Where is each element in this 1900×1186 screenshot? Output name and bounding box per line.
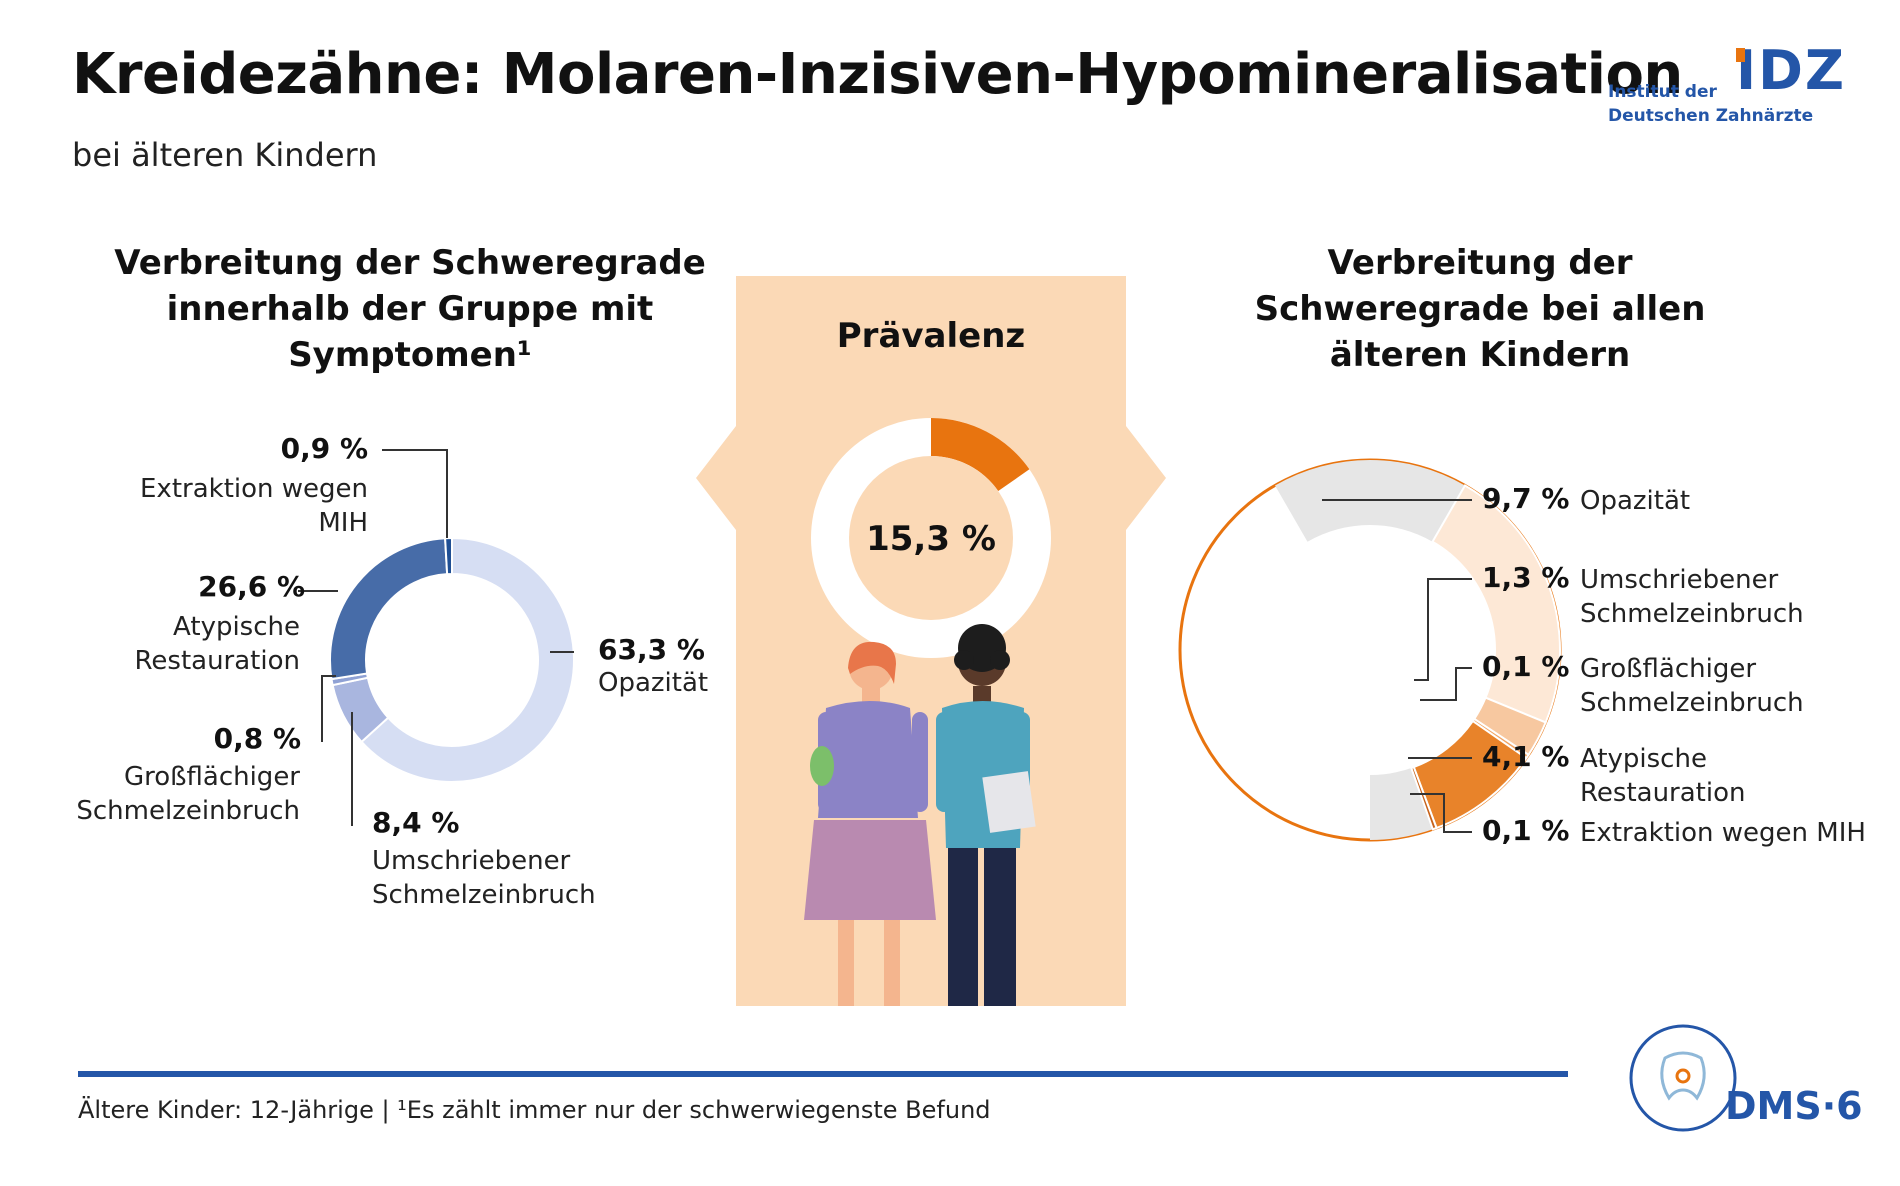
prevalence-title: Prävalenz xyxy=(836,316,1026,356)
left-chart-title: Verbreitung der Schweregrade innerhalb d… xyxy=(114,243,706,375)
page-title: Kreidezähne: Molaren-Inzisiven-Hypominer… xyxy=(72,42,1683,107)
badge-label: DMS·6 xyxy=(1725,1084,1863,1128)
prevalence-panel: Prävalenz 15,3 % xyxy=(696,276,1166,1006)
slice-label: 8,4 % xyxy=(372,806,460,839)
right-chart-title: Verbreitung der Schweregrade bei allen ä… xyxy=(1254,243,1706,375)
slice-description: Atypische Restauration xyxy=(134,612,300,676)
slice-label: 26,6 % xyxy=(198,570,305,603)
donut-slice xyxy=(1410,765,1438,831)
donut-slice xyxy=(331,676,390,744)
logo-mark: IDZ xyxy=(1736,39,1847,102)
page-subtitle: bei älteren Kindern xyxy=(72,136,378,174)
slice-description: Großflächiger Schmelzeinbruch xyxy=(1580,654,1804,718)
slice-label: 63,3 % Opazität xyxy=(598,633,709,698)
slice-label: 1,3 % xyxy=(1482,561,1570,594)
person-illustration-girl xyxy=(804,641,936,1006)
footnote: Ältere Kinder: 12-Jährige | ¹Es zählt im… xyxy=(78,1096,991,1124)
slice-description: Atypische Restauration xyxy=(1580,744,1746,808)
footer-divider xyxy=(78,1071,1568,1077)
person-illustration-boy xyxy=(936,624,1036,1006)
slice-description: Extraktion wegen MIH xyxy=(1580,818,1866,848)
donut-slice xyxy=(360,536,575,783)
slice-label: 0,1 % xyxy=(1482,814,1570,847)
logo-accent-bar xyxy=(1736,48,1745,62)
donut-slice xyxy=(329,537,449,681)
slice-description: Umschriebener Schmelzeinbruch xyxy=(1580,565,1804,629)
slice-label: 0,1 % xyxy=(1482,650,1570,683)
slice-label: 4,1 % xyxy=(1482,740,1570,773)
ring-rest xyxy=(1370,767,1435,840)
logo-text: Institut der Deutschen Zahnärzte xyxy=(1608,82,1814,126)
donut-slice xyxy=(444,536,453,576)
slice-label: 0,9 % xyxy=(280,432,368,465)
donut-slice xyxy=(1431,484,1561,724)
ring-rest xyxy=(1275,460,1465,542)
donut-slice xyxy=(1412,719,1528,830)
donut-slice xyxy=(330,672,370,687)
slice-label: 0,8 % xyxy=(213,722,301,755)
prevalence-value: 15,3 % xyxy=(866,519,996,559)
slice-description: Extraktion wegen MIH xyxy=(140,474,368,538)
slice-description: Opazität xyxy=(1580,486,1691,516)
slice-label: 9,7 % xyxy=(1482,482,1570,515)
prevalence-graphic xyxy=(696,276,1166,1006)
idz-logo: Institut der Deutschen Zahnärzte IDZ xyxy=(1608,44,1848,134)
prevalence-center xyxy=(849,456,1013,620)
slice-description: Umschriebener Schmelzeinbruch xyxy=(372,846,596,910)
slice-description: Großflächiger Schmelzeinbruch xyxy=(76,762,300,826)
prevalence-slice xyxy=(931,418,1030,492)
dms-badge: DMS·6 xyxy=(1625,1018,1863,1138)
tooth-icon xyxy=(1629,1024,1737,1132)
